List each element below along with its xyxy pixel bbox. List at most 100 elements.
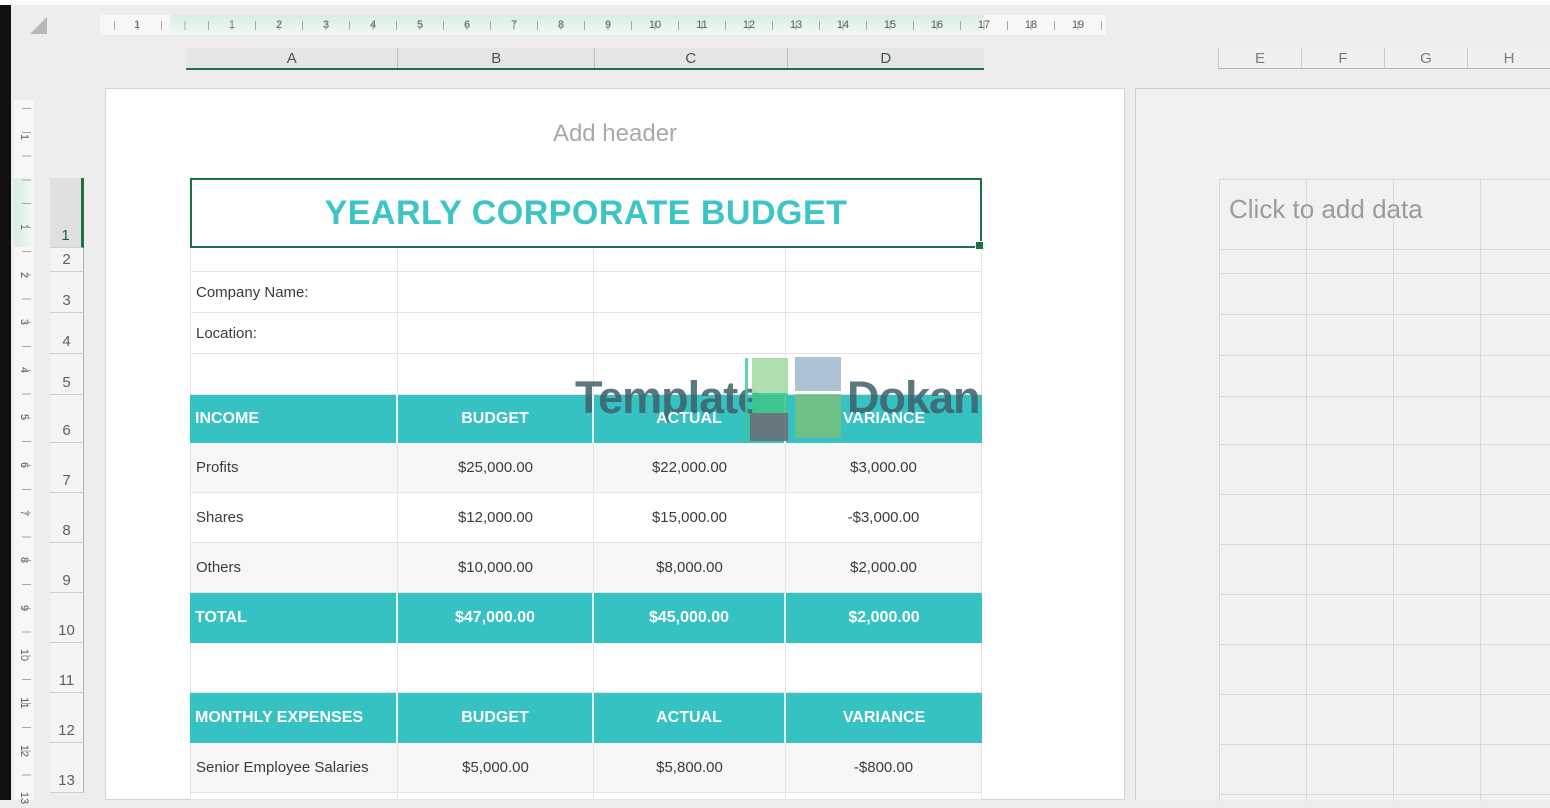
cell-profits[interactable]: Profits bbox=[190, 443, 398, 493]
cell-b11[interactable] bbox=[398, 643, 594, 693]
row-header-13-label: 13 bbox=[58, 772, 75, 789]
cell-b3[interactable] bbox=[398, 272, 594, 313]
row-header-6[interactable]: 6 bbox=[50, 395, 84, 443]
cell-a11[interactable] bbox=[190, 643, 398, 693]
column-header-b[interactable]: B bbox=[397, 48, 594, 68]
row-header-9-label: 9 bbox=[62, 572, 71, 589]
row-header-12[interactable]: 12 bbox=[50, 693, 84, 743]
cell-expenses-actual-header[interactable]: ACTUAL bbox=[594, 693, 786, 743]
horizontal-ruler-ticks bbox=[114, 21, 1109, 30]
cell-c4[interactable] bbox=[594, 313, 786, 354]
cell-b5[interactable] bbox=[398, 354, 594, 395]
cell-d14[interactable] bbox=[786, 793, 982, 800]
income-header-label: INCOME bbox=[195, 410, 259, 427]
row-header-3[interactable]: 3 bbox=[50, 272, 84, 313]
column-header-c[interactable]: C bbox=[593, 48, 787, 68]
table-row-partial bbox=[190, 793, 982, 800]
column-header-h-label: H bbox=[1503, 49, 1515, 67]
column-header-a-label: A bbox=[286, 49, 297, 67]
row-header-1[interactable]: 1 bbox=[50, 178, 84, 248]
column-header-g[interactable]: G bbox=[1385, 48, 1468, 68]
expenses-actual-header-label: ACTUAL bbox=[656, 709, 722, 726]
variance-header-label: VARIANCE bbox=[842, 410, 926, 427]
profits-budget-value: $25,000.00 bbox=[457, 459, 534, 476]
add-header-placeholder[interactable]: Add header bbox=[552, 120, 678, 147]
budget-header-label: BUDGET bbox=[461, 410, 529, 427]
cell-company-name-label[interactable]: Company Name: bbox=[190, 272, 398, 313]
cell-others[interactable]: Others bbox=[190, 543, 398, 593]
row-header-11[interactable]: 11 bbox=[50, 643, 84, 693]
cell-profits-actual[interactable]: $22,000.00 bbox=[594, 443, 786, 493]
row-header-10[interactable]: 10 bbox=[50, 593, 84, 643]
cell-expenses-header[interactable]: MONTHLY EXPENSES bbox=[190, 693, 398, 743]
cell-d4[interactable] bbox=[786, 313, 982, 354]
column-header-f-label: F bbox=[1338, 49, 1348, 67]
cell-profits-budget[interactable]: $25,000.00 bbox=[398, 443, 594, 493]
row-header-2[interactable]: 2 bbox=[50, 248, 84, 272]
cell-d2[interactable] bbox=[786, 248, 982, 272]
column-header-h[interactable]: H bbox=[1468, 48, 1550, 68]
salaries-actual-value: $5,800.00 bbox=[656, 759, 723, 776]
column-header-d[interactable]: D bbox=[786, 48, 985, 68]
row-header-13[interactable]: 13 bbox=[50, 743, 84, 793]
cell-salaries[interactable]: Senior Employee Salaries bbox=[190, 743, 398, 793]
column-header-f[interactable]: F bbox=[1302, 48, 1385, 68]
watermark-logo-square-lightgreen bbox=[752, 358, 788, 393]
profits-variance-value: $3,000.00 bbox=[850, 459, 917, 476]
selection-handle[interactable] bbox=[975, 241, 984, 250]
cell-d3[interactable] bbox=[786, 272, 982, 313]
cell-c11[interactable] bbox=[594, 643, 786, 693]
salaries-label: Senior Employee Salaries bbox=[196, 759, 369, 776]
cell-others-budget[interactable]: $10,000.00 bbox=[398, 543, 594, 593]
cell-expenses-variance-header[interactable]: VARIANCE bbox=[786, 693, 982, 743]
cell-income-budget-header[interactable]: BUDGET bbox=[398, 395, 594, 443]
cell-shares-variance[interactable]: -$3,000.00 bbox=[786, 493, 982, 543]
cell-total-actual[interactable]: $45,000.00 bbox=[594, 593, 786, 643]
cell-shares-budget[interactable]: $12,000.00 bbox=[398, 493, 594, 543]
cell-a14[interactable] bbox=[190, 793, 398, 800]
cell-salaries-budget[interactable]: $5,000.00 bbox=[398, 743, 594, 793]
cell-salaries-actual[interactable]: $5,800.00 bbox=[594, 743, 786, 793]
cell-b2[interactable] bbox=[398, 248, 594, 272]
cell-income-header[interactable]: INCOME bbox=[190, 395, 398, 443]
cell-salaries-variance[interactable]: -$800.00 bbox=[786, 743, 982, 793]
cell-c2[interactable] bbox=[594, 248, 786, 272]
table-row-location: Location: bbox=[190, 313, 982, 354]
gridline-vertical bbox=[1393, 179, 1394, 801]
gridline-horizontal bbox=[1219, 794, 1550, 795]
cell-shares[interactable]: Shares bbox=[190, 493, 398, 543]
cell-others-actual[interactable]: $8,000.00 bbox=[594, 543, 786, 593]
cell-a5[interactable] bbox=[190, 354, 398, 395]
cell-profits-variance[interactable]: $3,000.00 bbox=[786, 443, 982, 493]
cell-total[interactable]: TOTAL bbox=[190, 593, 398, 643]
row-header-7[interactable]: 7 bbox=[50, 443, 84, 493]
cell-c14[interactable] bbox=[594, 793, 786, 800]
column-header-a[interactable]: A bbox=[186, 48, 397, 68]
gridline-horizontal bbox=[1219, 694, 1550, 695]
cell-a2[interactable] bbox=[190, 248, 398, 272]
cell-expenses-budget-header[interactable]: BUDGET bbox=[398, 693, 594, 743]
column-header-e[interactable]: E bbox=[1219, 48, 1302, 68]
title-cell[interactable]: YEARLY CORPORATE BUDGET bbox=[190, 178, 984, 250]
cell-total-budget[interactable]: $47,000.00 bbox=[398, 593, 594, 643]
cell-location-label[interactable]: Location: bbox=[190, 313, 398, 354]
row-header-5-label: 5 bbox=[62, 374, 71, 391]
next-page: Click to add data bbox=[1135, 88, 1550, 801]
sheet-grid: YEARLY CORPORATE BUDGET Company Name: Lo… bbox=[190, 178, 984, 800]
cell-b14[interactable] bbox=[398, 793, 594, 800]
cell-total-variance[interactable]: $2,000.00 bbox=[786, 593, 982, 643]
cell-c3[interactable] bbox=[594, 272, 786, 313]
row-header-9[interactable]: 9 bbox=[50, 543, 84, 593]
click-to-add-data-placeholder[interactable]: Click to add data bbox=[1229, 194, 1423, 224]
row-header-8[interactable]: 8 bbox=[50, 493, 84, 543]
actual-header-label: ACTUAL bbox=[656, 410, 722, 427]
watermark-logo-square-emerald bbox=[752, 393, 788, 413]
cell-others-variance[interactable]: $2,000.00 bbox=[786, 543, 982, 593]
cell-b4[interactable] bbox=[398, 313, 594, 354]
row-header-4[interactable]: 4 bbox=[50, 313, 84, 354]
row-header-11-label: 11 bbox=[58, 672, 75, 689]
row-header-5[interactable]: 5 bbox=[50, 354, 84, 395]
cell-shares-actual[interactable]: $15,000.00 bbox=[594, 493, 786, 543]
cell-d11[interactable] bbox=[786, 643, 982, 693]
table-row-shares: Shares $12,000.00 $15,000.00 -$3,000.00 bbox=[190, 493, 982, 543]
